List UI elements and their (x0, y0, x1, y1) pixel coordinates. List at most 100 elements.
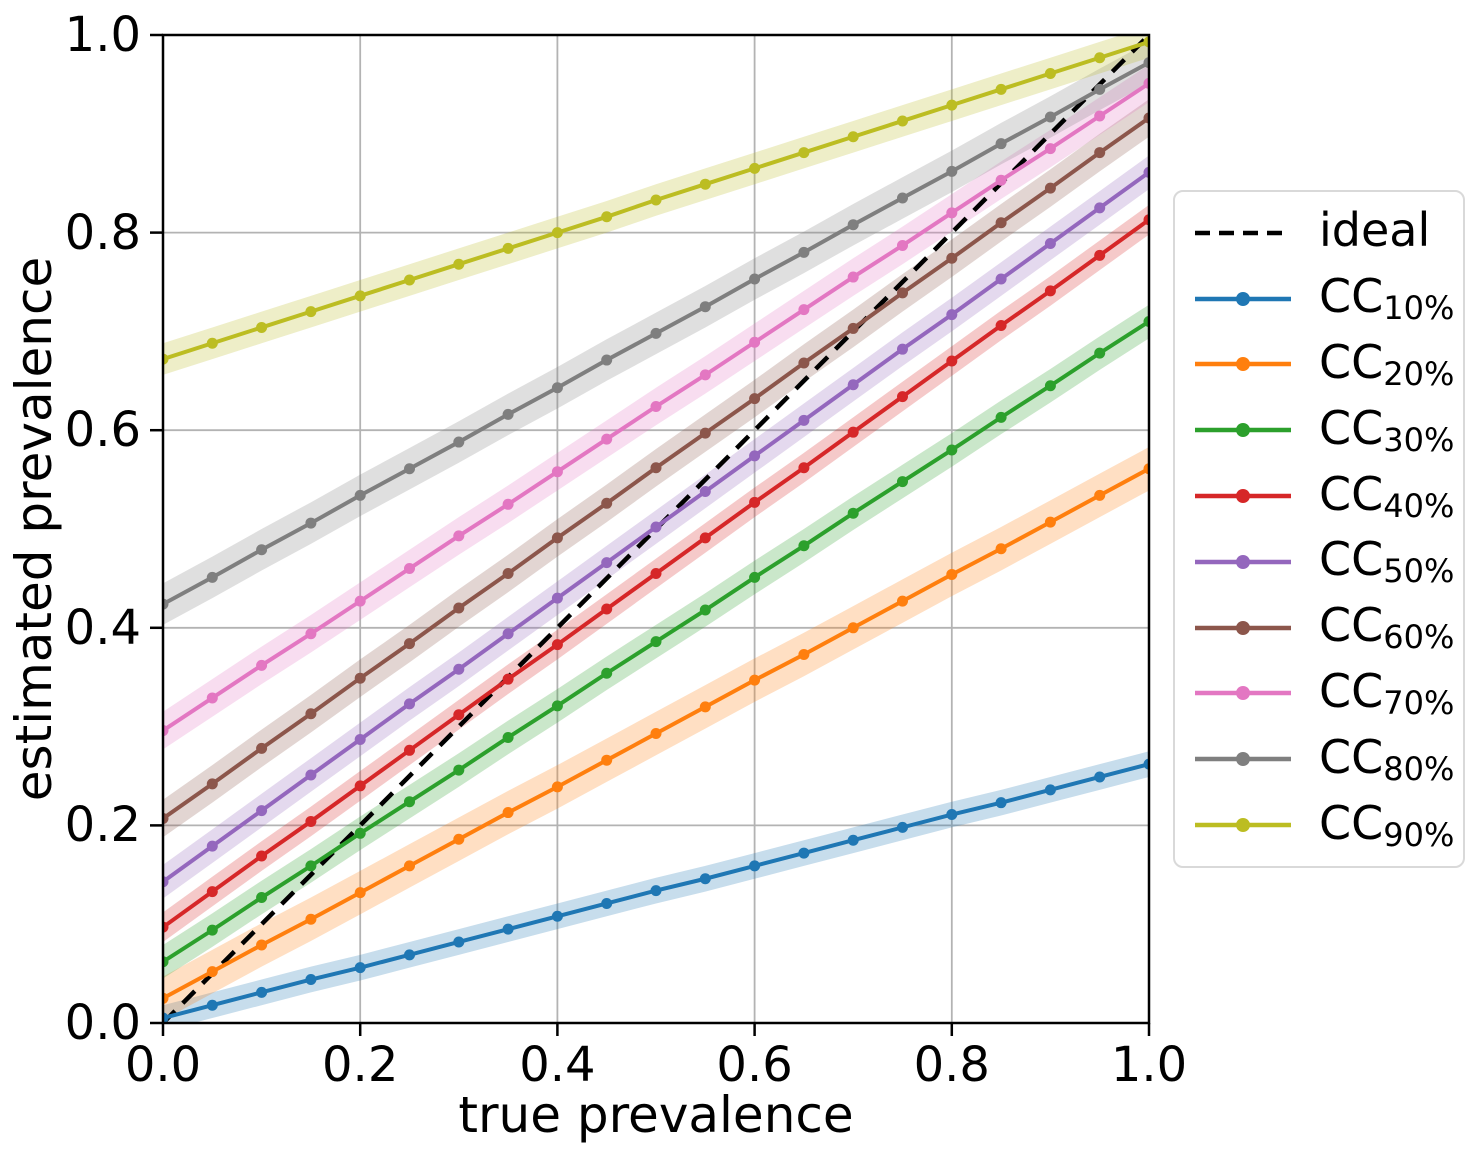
data-point (699, 873, 711, 885)
data-point (404, 796, 415, 808)
data-point (897, 391, 908, 403)
series-CC-20% (163, 463, 1149, 1004)
legend-label: CC80% (1319, 729, 1455, 788)
data-point (798, 540, 810, 552)
data-point (1094, 771, 1106, 783)
data-point (305, 708, 317, 720)
data-point (946, 99, 958, 111)
x-tick-label: 0.8 (913, 1037, 990, 1093)
data-point (1094, 83, 1106, 95)
data-point (847, 622, 859, 634)
series-CC-70% (163, 77, 1149, 737)
data-point (650, 400, 662, 412)
data-point (404, 463, 415, 475)
legend-label: CC40% (1319, 466, 1455, 525)
y-tick-label: 0.0 (64, 995, 141, 1051)
data-point (1094, 147, 1106, 159)
data-point (601, 354, 613, 366)
data-point (847, 219, 859, 231)
series-CC-50% (163, 166, 1149, 888)
data-point (946, 207, 958, 219)
legend-marker-dot (1236, 818, 1250, 833)
y-tick-label: 0.4 (64, 599, 141, 656)
data-point (1094, 52, 1106, 64)
data-point (354, 489, 366, 501)
y-tick-label: 0.2 (64, 797, 141, 854)
data-point (256, 742, 268, 754)
data-point (847, 426, 859, 438)
data-point (354, 290, 366, 302)
legend-marker-dot (1236, 620, 1250, 635)
data-point (699, 604, 711, 616)
legend-row: CC80% (1193, 734, 1455, 785)
data-point (749, 450, 761, 462)
tick-marks (150, 33, 1151, 1036)
data-point (601, 897, 613, 909)
data-point (798, 246, 810, 258)
x-tick-label: 0.6 (716, 1037, 793, 1093)
data-point (502, 673, 514, 685)
data-point (354, 827, 366, 839)
data-point (1044, 784, 1056, 796)
y-tick-label: 1.0 (64, 7, 141, 63)
data-point (551, 639, 563, 651)
data-point (897, 192, 908, 204)
data-point (1094, 249, 1106, 261)
data-point (1044, 285, 1056, 297)
data-point (551, 910, 563, 922)
data-point (453, 258, 465, 270)
data-point (256, 939, 268, 951)
data-point (256, 892, 268, 904)
legend-row: CC10% (1193, 273, 1455, 324)
data-point (1094, 489, 1106, 501)
data-point (699, 485, 711, 497)
data-point (404, 949, 415, 961)
data-point (354, 962, 366, 974)
data-point (699, 532, 711, 544)
data-point (551, 532, 563, 544)
data-point (847, 507, 859, 519)
legend-sample-line (1195, 291, 1291, 306)
data-point (946, 252, 958, 264)
data-point (897, 595, 908, 607)
legend-row: CC70% (1193, 668, 1455, 719)
legend-marker-dot (1236, 686, 1250, 701)
data-point (453, 663, 465, 675)
data-point (650, 462, 662, 474)
data-point (404, 698, 415, 710)
legend-label: CC30% (1319, 400, 1455, 459)
data-point (897, 287, 908, 299)
data-point (163, 992, 169, 1004)
data-point (551, 382, 563, 394)
data-point (551, 781, 563, 793)
data-point (601, 497, 613, 509)
y-axis-label: estimated prevalence (5, 256, 63, 802)
data-point (354, 733, 366, 745)
data-point (163, 353, 169, 365)
data-point (749, 393, 761, 405)
legend-sample-line (1195, 230, 1291, 236)
data-point (995, 217, 1007, 229)
data-point (354, 672, 366, 684)
data-point (404, 563, 415, 575)
data-point (502, 408, 514, 420)
legend-row: CC30% (1193, 405, 1455, 456)
data-point (404, 744, 415, 756)
x-tick-label: 0.2 (322, 1037, 399, 1093)
legend-label: CC70% (1319, 663, 1455, 722)
data-point (699, 301, 711, 313)
data-point (847, 322, 859, 334)
data-point (453, 709, 465, 721)
data-point (995, 411, 1007, 423)
legend-row: CC60% (1193, 602, 1455, 653)
data-point (995, 273, 1007, 285)
data-point (1143, 166, 1149, 178)
data-point (305, 306, 317, 318)
legend-sample-line (1195, 818, 1291, 833)
data-point (1143, 112, 1149, 124)
data-point (798, 462, 810, 474)
data-point (699, 369, 711, 381)
data-point (650, 521, 662, 533)
data-point (453, 764, 465, 776)
